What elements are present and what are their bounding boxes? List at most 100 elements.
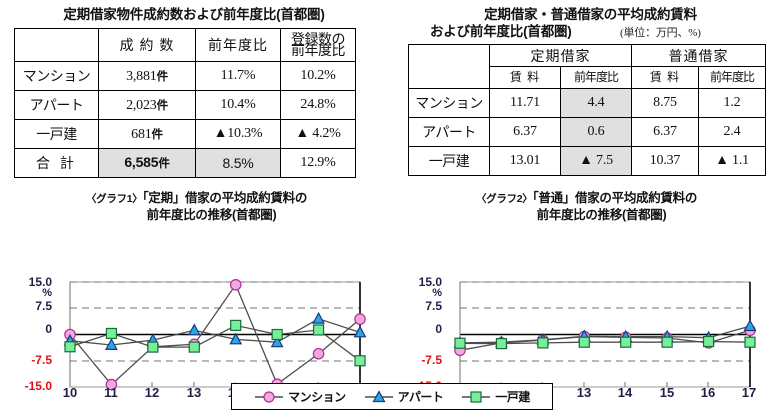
data-point-square xyxy=(620,336,632,348)
unit-ken: 件 xyxy=(156,99,169,112)
legend-marker-circle-icon xyxy=(255,390,284,403)
cell-mansion-count: 3,881件 xyxy=(98,61,196,91)
chart2-ytick-neg7point5: -7.5 xyxy=(421,353,442,367)
subheader-futsu-rent: 賃 料 xyxy=(631,66,699,89)
contract-count-table: 成 約 数 前年度比 登録数の 前年度比 マンション 3,881件 11.7% … xyxy=(14,28,356,178)
row-label-mansion: マンション xyxy=(408,88,490,118)
data-point-triangle xyxy=(105,338,118,351)
chart-legend: マンション アパート 一戸建 xyxy=(231,383,553,410)
table-row: マンション 3,881件 11.7% 10.2% xyxy=(14,61,356,91)
cell-total-yoy: 8.5% xyxy=(195,148,281,178)
data-point-square xyxy=(537,337,549,349)
table-row: 一戸建 13.01 ▲ 7.5 10.37 ▲ 1.1 xyxy=(408,146,766,176)
cell-detached-count: 681件 xyxy=(98,119,196,149)
data-point-square xyxy=(105,327,118,340)
legend-marker-square-icon xyxy=(462,390,491,403)
subheader-futsu-yoy: 前年度比 xyxy=(698,66,766,89)
series-line-マンション xyxy=(69,283,361,386)
table-row: 一戸建 681件 ▲10.3% ▲ 4.2% xyxy=(14,119,356,149)
row-label-detached: 一戸建 xyxy=(408,146,490,176)
average-rent-table: 定期借家 普通借家 賃 料 前年度比 賃 料 前年度比 マンション 11.71 … xyxy=(408,44,766,176)
unit-ken: 件 xyxy=(151,128,164,141)
cell-apart-count-value: 2,023 xyxy=(126,97,157,113)
data-point-square xyxy=(147,341,159,353)
chart2-xtick-15: 15 xyxy=(659,385,675,400)
group-header-futsu: 普通借家 xyxy=(631,44,766,67)
chart2-xtick-16: 16 xyxy=(700,385,716,400)
cell-mansion-teiki-rent: 11.71 xyxy=(489,88,561,118)
cell-detached-futsu-yoy: ▲ 1.1 xyxy=(698,146,766,176)
chart2-xtick-13: 13 xyxy=(576,385,592,400)
cell-detached-reg-yoy: ▲ 4.2% xyxy=(280,119,356,149)
table-row: アパート 6.37 0.6 6.37 2.4 xyxy=(408,117,766,147)
chart1-svg xyxy=(63,278,367,391)
chart-graph1: 〈グラフ1〉「定期」借家の平均成約賃料の 前年度比の推移(首都圏) 15.0 %… xyxy=(6,190,381,400)
unit-note: (単位：万円、%) xyxy=(620,27,701,39)
right-table-title-line2: および前年度比(首都圏) (単位：万円、%) xyxy=(408,23,773,40)
chart2-title-line1: 〈グラフ2〉「普通」借家の平均成約賃料の xyxy=(402,190,771,207)
chart-graph2: 〈グラフ2〉「普通」借家の平均成約賃料の 前年度比の推移(首都圏) 15.0 %… xyxy=(396,190,771,400)
chart1-title-main: 「定期」借家の平均成約賃料の xyxy=(142,191,308,205)
right-table-title-line2-text: および前年度比(首都圏) xyxy=(430,24,572,39)
cell-detached-yoy: ▲10.3% xyxy=(195,119,281,149)
row-label-total: 合 計 xyxy=(14,148,99,178)
table-header-row: 成 約 数 前年度比 登録数の 前年度比 xyxy=(14,28,356,62)
cell-total-count: 6,585件 xyxy=(98,148,196,178)
data-point-square xyxy=(495,337,508,350)
data-point-triangle xyxy=(743,319,757,332)
chart1-xtick-13: 13 xyxy=(186,385,202,400)
cell-apart-futsu-rent: 6.37 xyxy=(631,117,699,147)
legend-label-mansion: マンション xyxy=(288,390,346,404)
chart2-title-main: 「普通」借家の平均成約賃料の xyxy=(532,191,698,205)
legend-label-apart: アパート xyxy=(397,390,444,404)
legend-marker-triangle-icon xyxy=(364,389,393,402)
data-point-square xyxy=(702,335,715,348)
table-group-header-row: 定期借家 普通借家 xyxy=(408,44,766,89)
legend-item-apart: アパート xyxy=(358,388,450,405)
corner-cell xyxy=(408,44,490,89)
chart2-xtick-17: 17 xyxy=(741,385,757,400)
chart2-ytick-15: 15.0 xyxy=(418,275,442,289)
series-line-一戸建 xyxy=(459,340,751,345)
header-contract-count: 成 約 数 xyxy=(98,28,196,62)
chart1-title-line2: 前年度比の推移(首都圏) xyxy=(146,208,277,222)
corner-cell xyxy=(14,28,99,62)
unit-ken: 件 xyxy=(156,70,169,83)
chart1-title-line1: 〈グラフ1〉「定期」借家の平均成約賃料の xyxy=(12,190,381,207)
chart1-ytick-0: 0 xyxy=(45,322,52,336)
chart2-ylabel-percent: % xyxy=(432,287,442,299)
left-table-panel: 定期借家物件成約数および前年度比(首都圏) 成 約 数 前年度比 登録数の 前年… xyxy=(14,6,374,178)
data-point-square xyxy=(64,341,76,353)
chart2-title-prefix: 〈グラフ2〉 xyxy=(475,193,533,205)
row-label-detached: 一戸建 xyxy=(14,119,99,149)
series-line-アパート xyxy=(69,318,361,346)
data-point-circle xyxy=(229,278,242,291)
chart1-ylabel-percent: % xyxy=(42,287,52,299)
cell-mansion-futsu-yoy: 1.2 xyxy=(698,88,766,118)
chart2-plot-wrapper: 15.0 % 7.5 0 -7.5 -15.0 10 xyxy=(396,227,771,400)
chart1-ytick-neg7point5: -7.5 xyxy=(31,353,52,367)
chart1-ytick-15: 15.0 xyxy=(28,275,52,289)
cell-apart-count: 2,023件 xyxy=(98,90,196,120)
chart1-xtick-10: 10 xyxy=(62,385,78,400)
data-point-square xyxy=(578,336,590,348)
unit-ken: 件 xyxy=(158,158,170,170)
table-row-total: 合 計 6,585件 8.5% 12.9% xyxy=(14,148,356,178)
cell-apart-futsu-yoy: 2.4 xyxy=(698,117,766,147)
header-registered-yoy-line1: 登録数の xyxy=(291,31,346,47)
chart2-svg xyxy=(453,281,757,388)
chart2-title-line2: 前年度比の推移(首都圏) xyxy=(536,208,667,222)
cell-mansion-teiki-yoy: 4.4 xyxy=(560,88,632,118)
right-table-panel: 定期借家・普通借家の平均成約賃料 および前年度比(首都圏) (単位：万円、%) … xyxy=(408,6,773,176)
data-point-circle xyxy=(312,347,325,360)
cell-detached-teiki-yoy: ▲ 7.5 xyxy=(560,146,632,176)
legend-label-detached: 一戸建 xyxy=(495,390,530,404)
cell-mansion-yoy: 11.7% xyxy=(195,61,281,91)
data-point-triangle xyxy=(312,311,325,324)
header-yoy: 前年度比 xyxy=(195,28,281,62)
data-point-square xyxy=(454,337,466,349)
chart2-ytick-7point5: 7.5 xyxy=(425,299,442,313)
data-point-triangle xyxy=(229,332,243,345)
right-table-title-line1: 定期借家・普通借家の平均成約賃料 xyxy=(484,7,697,22)
subheader-teiki-yoy: 前年度比 xyxy=(560,66,632,89)
